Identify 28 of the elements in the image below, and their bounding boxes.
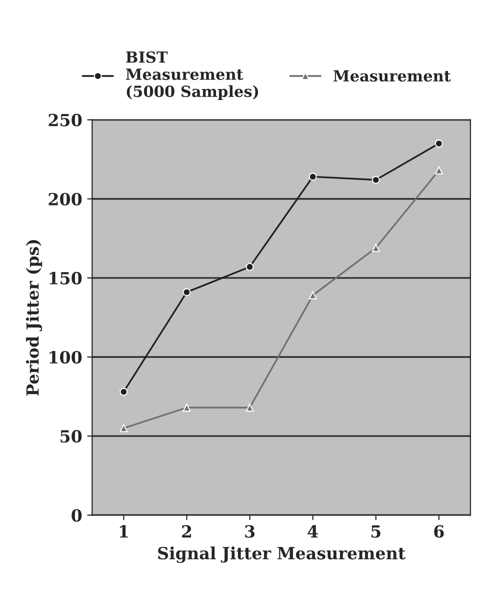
x-tick-label: 5 — [371, 525, 380, 538]
x-tick-label: 4 — [308, 525, 318, 538]
legend-label: BIST Measurement (5000 Samples) — [126, 51, 258, 100]
point — [434, 140, 443, 148]
point — [246, 262, 254, 271]
point — [246, 404, 254, 412]
point — [182, 404, 191, 412]
point — [120, 424, 128, 432]
point — [120, 388, 128, 396]
y-tick-label: 250 — [48, 114, 82, 126]
point — [308, 291, 317, 300]
x-tick-label: 1 — [120, 525, 128, 538]
legend-label: Measurement — [334, 70, 451, 82]
point — [182, 288, 191, 296]
x-axis-title: Signal Jitter Measurement — [158, 546, 406, 563]
x-tick-label: 6 — [434, 525, 444, 538]
y-tick-label: 0 — [72, 509, 82, 522]
point — [372, 244, 380, 252]
y-tick-label: 200 — [48, 192, 82, 206]
y-axis-title: Period Jitter (ps) — [26, 240, 42, 396]
x-tick-label: 3 — [245, 525, 255, 538]
y-tick-label: 100 — [50, 350, 82, 364]
point — [372, 176, 380, 184]
point — [308, 172, 317, 181]
y-tick-label: 150 — [50, 272, 82, 285]
point — [434, 166, 443, 174]
x-tick-label: 2 — [182, 525, 192, 538]
y-tick-label: 50 — [60, 430, 82, 443]
